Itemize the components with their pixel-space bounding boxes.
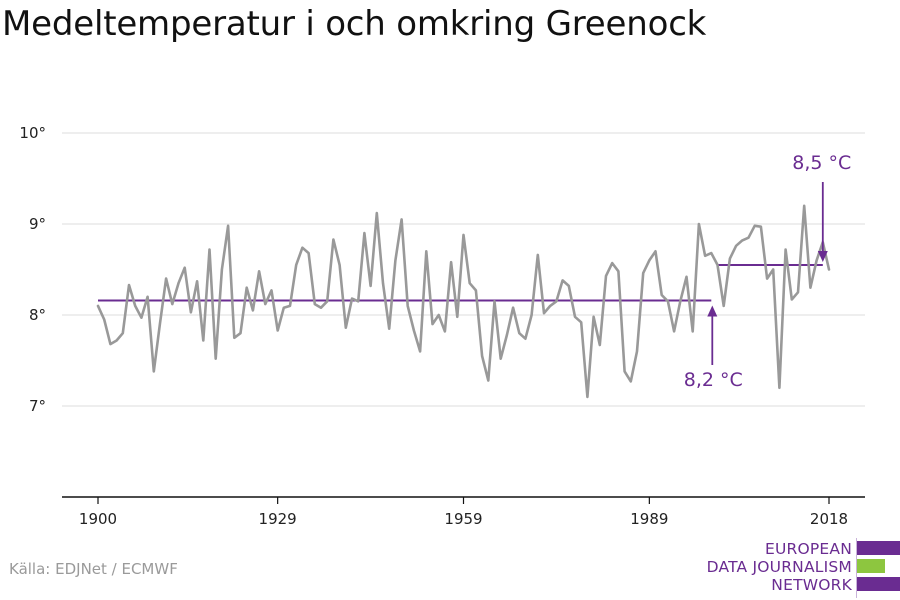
logo-line-european: EUROPEAN	[764, 540, 852, 558]
chart-title: Medeltemperatur i och omkring Greenock	[2, 4, 707, 44]
grid-lines	[62, 132, 865, 407]
logo-line-network: NETWORK	[771, 576, 852, 594]
logo-bar-purple-bottom	[857, 577, 900, 591]
annotation-arrow-1-head	[707, 305, 718, 317]
y-tick-label-9: 9°	[29, 215, 46, 233]
logo-divider	[856, 538, 857, 598]
y-tick-label-7: 7°	[29, 397, 46, 415]
annotation-arrow-2-head	[817, 250, 828, 262]
series-line-1	[96, 204, 831, 399]
y-tick-label-10: 10°	[19, 124, 46, 142]
logo-line-data-journalism: DATA JOURNALISM	[706, 558, 852, 576]
temperature-series	[96, 204, 831, 399]
x-tick-label-2018: 2018	[810, 510, 848, 528]
y-tick-labels: 7° 8° 9° 10°	[19, 124, 46, 415]
x-tick-label-1929: 1929	[259, 510, 297, 528]
x-tick-label-1900: 1900	[79, 510, 117, 528]
edjnet-logo: EUROPEAN DATA JOURNALISM NETWORK	[700, 538, 900, 598]
x-axis	[62, 496, 865, 504]
x-tick-label-1989: 1989	[630, 510, 668, 528]
line-chart: 7° 8° 9° 10° 1900 1929 1959 1989 2018 8,2 °C 8,5…	[19, 124, 865, 528]
annotation-label-1: 8,2 °C	[684, 369, 743, 391]
y-tick-label-8: 8°	[29, 306, 46, 324]
x-tick-labels: 1900 1929 1959 1989 2018	[79, 510, 848, 528]
annotations: 8,2 °C 8,5 °C	[684, 152, 852, 391]
annotation-label-2: 8,5 °C	[792, 152, 851, 174]
x-tick-label-1959: 1959	[444, 510, 482, 528]
logo-bar-purple-top	[857, 541, 900, 555]
source-note: Källa: EDJNet / ECMWF	[9, 560, 178, 578]
logo-bar-green	[857, 559, 885, 573]
